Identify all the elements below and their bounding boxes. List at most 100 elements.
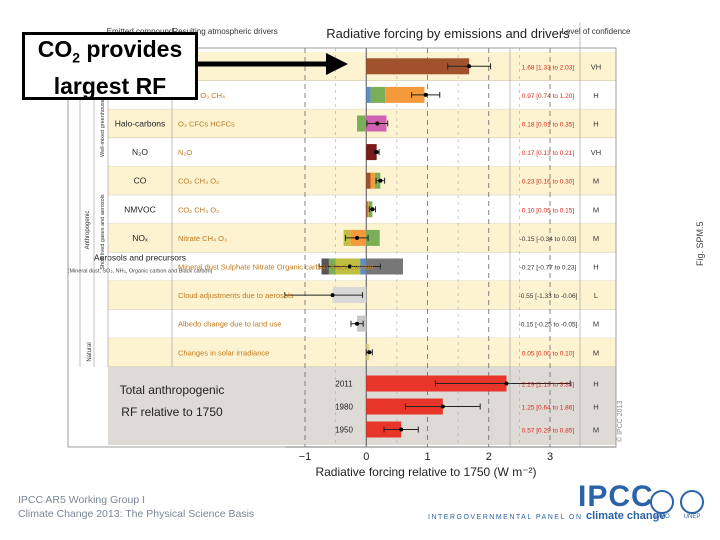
callout-arrow-head <box>326 53 348 75</box>
copyright-label: © IPCC 2013 <box>617 400 624 442</box>
x-tick-label: 3 <box>547 451 553 463</box>
total-bar <box>366 398 443 415</box>
confidence-label: M <box>593 348 599 357</box>
forcing-bar-segment <box>366 86 371 103</box>
co2-callout: CO2 provides largest RF <box>22 32 198 100</box>
forcing-bar-segment <box>366 144 377 161</box>
value-marker <box>423 92 428 97</box>
driver-label: CO₂ CH₄ O₃ <box>178 205 219 214</box>
driver-label: N₂O <box>178 148 192 157</box>
value-text: 0.17 [0.13 to 0.21] <box>522 150 575 157</box>
confidence-label: VH <box>591 62 601 71</box>
compound-label: CO <box>134 176 147 186</box>
compound-label: NOₓ <box>132 233 148 243</box>
value-text: 1.25 [0.64 to 1.86] <box>522 405 575 412</box>
ipcc-subtitle: INTERGOVERNMENTAL PANEL ON climate chang… <box>428 510 665 522</box>
forcing-bar-segment <box>357 115 367 132</box>
ipcc-sub-brand: climate change <box>585 510 666 522</box>
compound-label: Halo-carbons <box>115 119 166 129</box>
driver-label: Albedo change due to land use <box>178 320 281 329</box>
confidence-label: H <box>593 120 598 129</box>
compound-label: NMVOC <box>124 204 156 214</box>
forcing-bar-segment <box>367 201 369 218</box>
compound-sublabel: (Mineral dust, SO₂, NH₃, Organic carbon … <box>68 269 213 275</box>
forcing-bar-segment <box>366 172 371 189</box>
value-text: -0.15 [-0.34 to 0.03] <box>520 236 577 243</box>
wmo-logo: WMO <box>650 490 674 520</box>
forcing-bar-segment <box>366 258 403 275</box>
header-mid: Resulting atmospheric drivers <box>172 27 277 36</box>
value-marker <box>467 64 472 69</box>
value-marker <box>399 427 404 432</box>
value-marker <box>378 178 383 183</box>
wmo-text: WMO <box>654 514 670 520</box>
confidence-label: H <box>593 380 598 389</box>
ipcc-logo: IPCC <box>578 480 654 513</box>
confidence-label: H <box>593 403 598 412</box>
value-text: 0.05 [0.00 to 0.10] <box>522 350 575 357</box>
footer-line2: Climate Change 2013: The Physical Scienc… <box>18 508 255 520</box>
driver-label: H₂Oˢᵗʳ O₃ CH₄ <box>178 91 225 100</box>
callout-co: CO <box>37 36 73 62</box>
confidence-label: M <box>593 177 599 186</box>
forcing-bar-segment <box>366 201 368 218</box>
row-shade <box>108 166 616 195</box>
callout-sub: 2 <box>72 49 81 66</box>
confidence-label: H <box>593 263 598 272</box>
totals-label: RF relative to 1750 <box>121 405 223 419</box>
x-tick-label: 0 <box>363 451 369 463</box>
unep-logo: UNEP <box>680 490 704 520</box>
group-label-wmghg: Well-mixed greenhouse gases <box>100 83 106 157</box>
compound-label: Aerosols and precursors <box>94 253 186 263</box>
value-marker <box>330 293 335 298</box>
driver-label: Changes in solar irradiance <box>178 348 269 357</box>
forcing-bar-segment <box>370 86 386 103</box>
forcing-bar-segment <box>366 58 470 75</box>
group-label-slghg: Short lived gases and aerosols <box>100 194 106 269</box>
totals-label: Total anthropogenic <box>120 383 225 397</box>
driver-label: O₃ CFCs HCFCs <box>178 120 235 129</box>
x-tick-label: −1 <box>299 451 312 463</box>
group-label-anthropogenic: Anthropogenic <box>85 211 91 250</box>
value-marker <box>347 264 352 269</box>
value-marker <box>504 381 509 386</box>
header-left: Emitted compound <box>107 27 174 36</box>
confidence-label: H <box>593 91 598 100</box>
footer-line1: IPCC AR5 Working Group I <box>18 494 146 506</box>
value-text: 0.97 [0.74 to 1.20] <box>522 93 575 100</box>
group-label-natural: Natural <box>87 342 93 361</box>
value-text: 0.18 [0.01 to 0.35] <box>522 122 575 129</box>
fig-label: Fig. SPM.5 <box>695 221 705 266</box>
year-label: 1980 <box>335 403 353 412</box>
value-marker <box>355 321 360 326</box>
forcing-bar-segment <box>385 86 425 103</box>
confidence-label: M <box>593 234 599 243</box>
chart-title: Radiative forcing by emissions and drive… <box>326 26 570 41</box>
confidence-label: M <box>593 205 599 214</box>
value-marker <box>440 404 445 409</box>
chart-frame <box>67 47 617 448</box>
row-shade <box>108 338 616 367</box>
driver-label: Cloud adjustments due to aerosols <box>178 291 294 300</box>
value-text: -0.55 [-1.33 to -0.06] <box>519 293 578 300</box>
year-label: 1950 <box>335 426 353 435</box>
value-text: 1.68 [1.33 to 2.03] <box>522 64 575 71</box>
total-panel <box>108 367 616 445</box>
value-text: -0.27 [-0.77 to 0.23] <box>520 265 577 272</box>
ipcc-sub-prefix: INTERGOVERNMENTAL PANEL ON <box>428 514 586 521</box>
footer-citation: IPCC AR5 Working Group I Climate Change … <box>18 493 254 521</box>
unep-text: UNEP <box>683 514 701 520</box>
confidence-label: VH <box>591 148 601 157</box>
year-label: 2011 <box>335 380 353 389</box>
confidence-label: L <box>594 291 598 300</box>
value-text: -0.15 [-0.25 to -0.05] <box>519 322 578 329</box>
callout-rest: provides <box>80 36 183 62</box>
driver-label: Mineral dust Sulphate Nitrate Organic ca… <box>178 263 374 272</box>
forcing-bar-segment <box>366 229 380 246</box>
x-tick-label: 1 <box>424 451 430 463</box>
confidence-label: M <box>593 320 599 329</box>
header-right: Level of confidence <box>562 27 631 36</box>
driver-label: CO₂ CH₄ O₃ <box>178 177 219 186</box>
driver-label: Nitrate CH₄ O₃ <box>178 234 227 243</box>
x-axis-label: Radiative forcing relative to 1750 (W m⁻… <box>315 465 536 479</box>
